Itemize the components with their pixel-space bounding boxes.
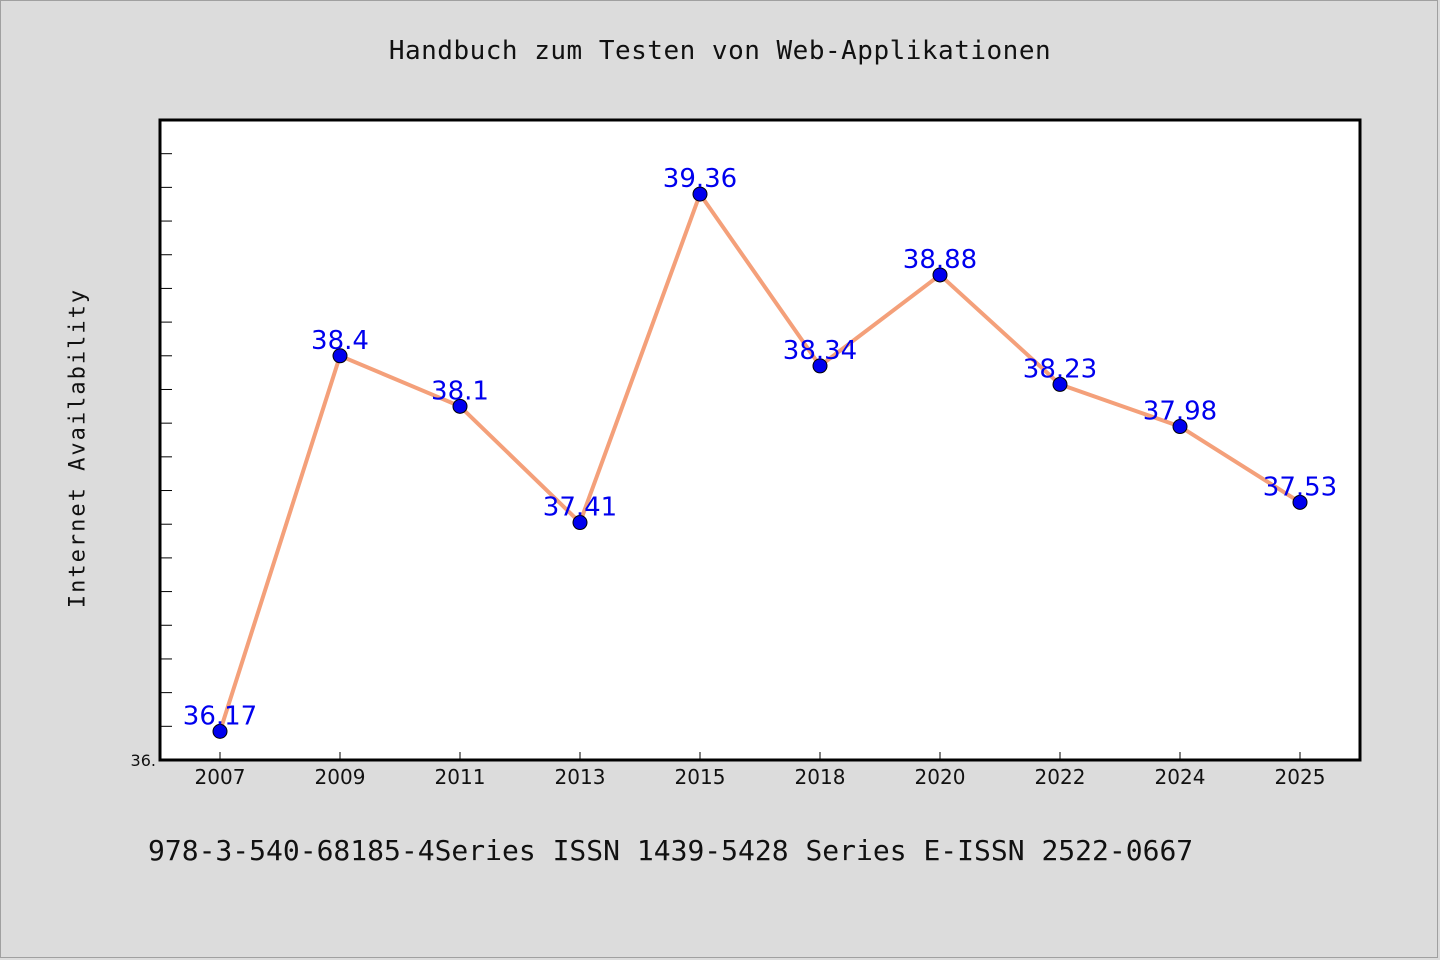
data-point	[332, 348, 348, 364]
data-label: 37.98	[1143, 397, 1217, 427]
data-point	[692, 186, 708, 202]
x-tick-label: 2009	[315, 765, 366, 789]
data-label: 37.53	[1263, 472, 1337, 502]
data-markers	[212, 186, 1308, 739]
x-tick-label: 2007	[195, 765, 246, 789]
data-point	[212, 723, 228, 739]
data-label: 36.17	[183, 701, 257, 731]
plot-area	[160, 120, 1360, 760]
data-label: 38.23	[1023, 354, 1097, 384]
chart-title: Handbuch zum Testen von Web-Applikatione…	[388, 36, 1052, 66]
data-label: 39.36	[663, 164, 737, 194]
x-tick-label: 2018	[795, 765, 846, 789]
data-label: 38.88	[903, 245, 977, 275]
plot-border	[158, 118, 1362, 762]
data-point	[932, 267, 948, 283]
x-tick-label: 2020	[915, 765, 966, 789]
series-line	[218, 192, 1302, 734]
data-point	[572, 515, 588, 531]
data-labels: 36.17 38.4 38.1 37.41 39.36 38.34 38.88 38.23 37…	[183, 164, 1337, 731]
footer-text: 978-3-540-68185-4Series ISSN 1439-5428 S…	[148, 834, 1194, 867]
data-point	[452, 398, 468, 414]
data-label: 38.4	[311, 326, 369, 356]
x-tick-label: 2022	[1035, 765, 1086, 789]
data-point	[1052, 376, 1068, 392]
x-axis-ticks: 2007 2009 2011 2013 2015 2018 2020 2022 2024 2025	[195, 752, 1326, 789]
data-point	[812, 358, 828, 374]
data-point	[1172, 419, 1188, 435]
data-point	[1292, 494, 1308, 510]
x-tick-label: 2024	[1155, 765, 1206, 789]
x-tick-label: 2025	[1275, 765, 1326, 789]
y-tick-label: 36.	[131, 751, 156, 770]
data-label: 38.34	[783, 336, 857, 366]
data-label: 38.1	[431, 376, 489, 406]
x-tick-label: 2015	[675, 765, 726, 789]
x-tick-label: 2013	[555, 765, 606, 789]
data-label: 37.41	[543, 493, 617, 523]
x-tick-label: 2011	[435, 765, 486, 789]
